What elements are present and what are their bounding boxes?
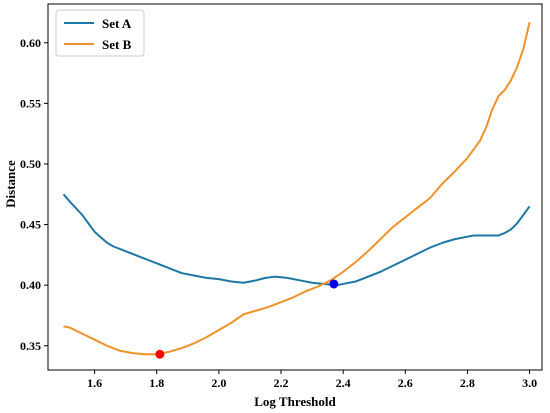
series-line-set-a bbox=[62, 193, 531, 287]
y-tick-label: 0.40 bbox=[20, 278, 41, 292]
marker-layer bbox=[155, 279, 339, 359]
intersection-point-marker bbox=[329, 279, 339, 289]
series-layer bbox=[62, 21, 531, 356]
legend: Set A Set B bbox=[55, 9, 145, 57]
y-tick-label: 0.45 bbox=[20, 218, 41, 232]
x-tick-label: 1.8 bbox=[149, 376, 164, 390]
legend-label: Set A bbox=[102, 16, 132, 31]
y-axis-ticks: 0.35 0.40 0.45 0.50 0.55 0.60 bbox=[20, 36, 48, 353]
x-axis-title: Log Threshold bbox=[254, 394, 336, 409]
y-axis-title: Distance bbox=[3, 160, 18, 208]
legend-label: Set B bbox=[102, 37, 132, 52]
x-tick-label: 2.4 bbox=[336, 376, 351, 390]
series-line-set-b bbox=[63, 21, 531, 356]
plot-frame bbox=[47, 3, 543, 371]
y-tick-label: 0.60 bbox=[20, 36, 41, 50]
x-tick-label: 3.0 bbox=[522, 376, 537, 390]
x-tick-label: 2.6 bbox=[398, 376, 413, 390]
y-tick-label: 0.55 bbox=[20, 96, 41, 110]
x-tick-label: 1.6 bbox=[87, 376, 102, 390]
y-tick-label: 0.50 bbox=[20, 157, 41, 171]
x-axis-ticks: 1.6 1.8 2.0 2.2 2.4 2.6 2.8 3.0 bbox=[87, 370, 537, 390]
x-tick-label: 2.8 bbox=[460, 376, 475, 390]
minimum-point-marker bbox=[155, 349, 165, 359]
x-tick-label: 2.0 bbox=[211, 376, 226, 390]
plot-area bbox=[47, 3, 543, 371]
y-tick-label: 0.35 bbox=[20, 339, 41, 353]
x-tick-label: 2.2 bbox=[274, 376, 289, 390]
